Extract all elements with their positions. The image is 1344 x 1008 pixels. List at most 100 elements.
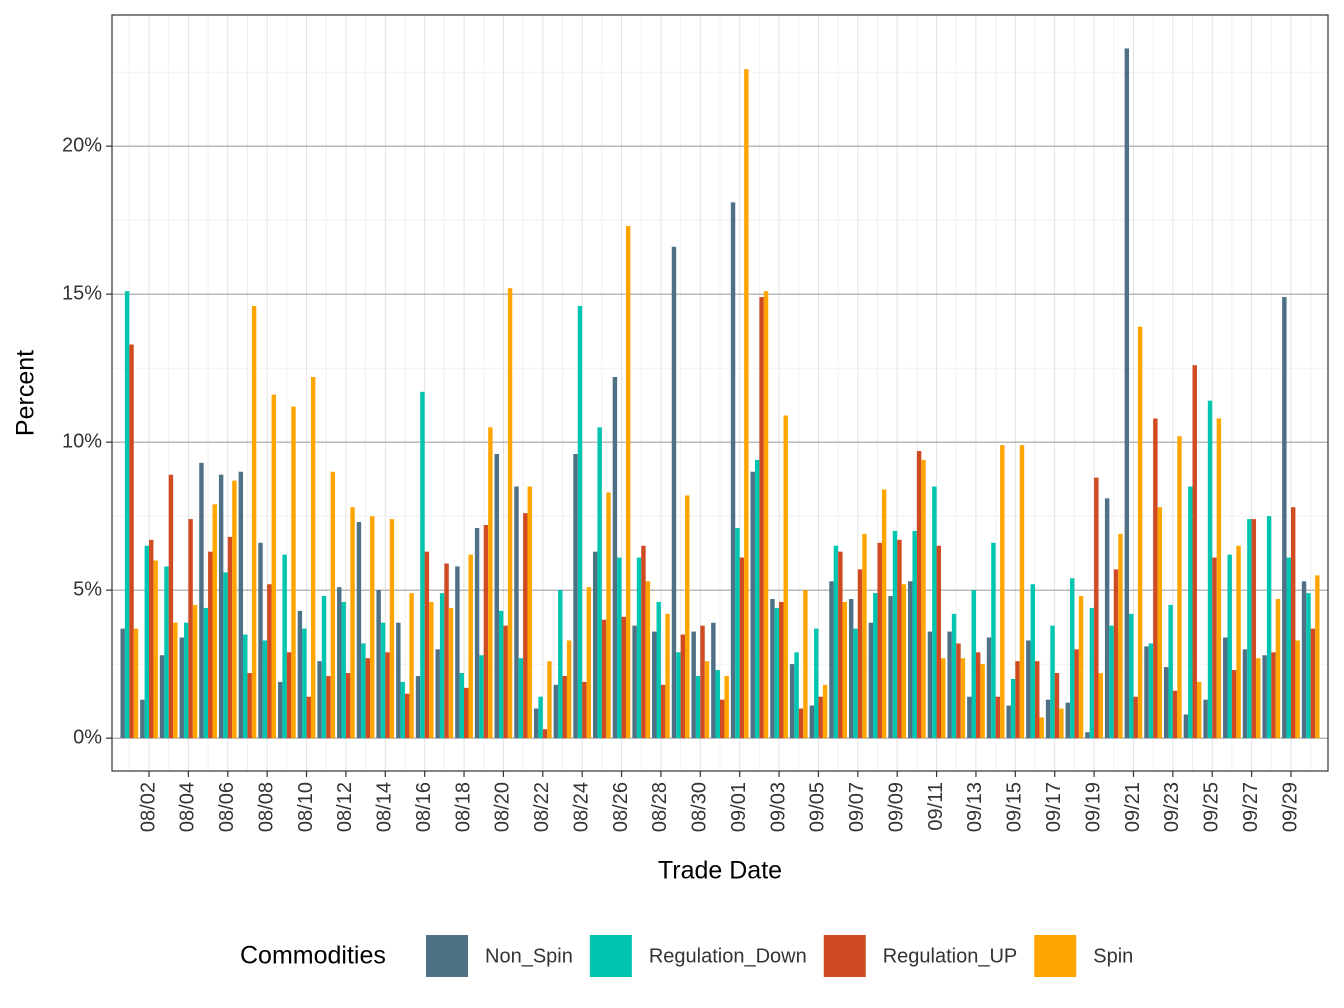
bar (744, 69, 749, 739)
bar (518, 658, 524, 739)
bar (704, 661, 710, 739)
bar (617, 557, 622, 739)
bar (267, 584, 272, 739)
bar (1251, 519, 1257, 739)
bar (1163, 667, 1169, 739)
bar (133, 628, 139, 739)
bar (1177, 436, 1182, 739)
bar (735, 527, 740, 739)
bar (1172, 690, 1178, 739)
bar (897, 539, 902, 739)
bar (302, 628, 307, 739)
bar (711, 622, 716, 739)
bar (297, 610, 303, 739)
bar (238, 471, 244, 739)
bar (636, 557, 642, 739)
bar (975, 652, 981, 739)
bar (400, 681, 405, 739)
bar (188, 519, 193, 739)
legend-label: Non_Spin (485, 945, 573, 967)
bar (1256, 658, 1261, 739)
bar (676, 652, 681, 739)
bar (1137, 326, 1143, 739)
bar (1026, 640, 1031, 739)
bar (409, 593, 414, 739)
bar (1074, 649, 1079, 739)
bar (612, 377, 618, 739)
bar (345, 673, 351, 739)
bar (621, 616, 626, 739)
bar (1069, 578, 1075, 739)
bar (1247, 519, 1252, 739)
bar (980, 664, 985, 739)
bar (916, 451, 922, 739)
bar (794, 652, 799, 739)
x-tick-label: 08/30 (689, 782, 711, 832)
y-axis-title: Percent (12, 350, 40, 436)
bar (798, 708, 804, 739)
bar (365, 658, 371, 739)
bar (660, 684, 666, 739)
bar (1282, 297, 1287, 739)
bar (538, 696, 543, 739)
legend-key (426, 935, 468, 977)
bar (1144, 646, 1149, 739)
bar (558, 590, 563, 739)
bar (1050, 625, 1055, 739)
bar (553, 684, 559, 739)
x-tick-label: 08/14 (374, 782, 396, 832)
bar (868, 622, 874, 739)
bar (1242, 649, 1248, 739)
bar (632, 625, 637, 739)
bar (203, 607, 209, 739)
bar (809, 705, 815, 739)
bar (601, 619, 607, 739)
bar (494, 453, 499, 739)
bar (455, 566, 460, 739)
x-tick-label: 09/07 (846, 782, 868, 832)
bar (282, 554, 287, 739)
bar (389, 519, 395, 739)
bar (404, 693, 410, 739)
bar (1231, 670, 1237, 739)
bar (750, 471, 755, 739)
bar (350, 507, 355, 739)
bar (498, 610, 504, 739)
bar (212, 504, 217, 739)
bar (901, 584, 907, 739)
bar (645, 581, 651, 739)
bar (140, 699, 145, 739)
bar (770, 599, 775, 739)
bar (1118, 533, 1123, 739)
bar (1310, 628, 1316, 739)
bar (783, 415, 788, 739)
bar (1223, 637, 1228, 739)
x-tick-label: 08/22 (531, 782, 553, 832)
x-tick-label: 09/01 (728, 782, 750, 832)
bar (1188, 486, 1193, 739)
bar (439, 593, 445, 739)
bar (306, 696, 311, 739)
bar (582, 681, 587, 739)
x-tick-label: 08/04 (177, 782, 199, 832)
bar (833, 545, 839, 739)
bar (1301, 581, 1307, 739)
bar (960, 658, 966, 739)
bar (1124, 48, 1130, 739)
legend-label: Spin (1093, 945, 1133, 967)
bar (730, 202, 736, 739)
bar (168, 474, 174, 739)
bar (971, 590, 976, 739)
bar (691, 631, 696, 739)
legend-key (1034, 935, 1077, 977)
bar (641, 545, 646, 739)
legend-key (823, 935, 866, 977)
bar (243, 634, 248, 739)
bar (1035, 661, 1040, 739)
bar (862, 533, 867, 739)
bar (1275, 599, 1281, 739)
bar (700, 625, 705, 739)
bar (652, 631, 657, 739)
bar (848, 599, 854, 739)
bar (120, 628, 125, 739)
